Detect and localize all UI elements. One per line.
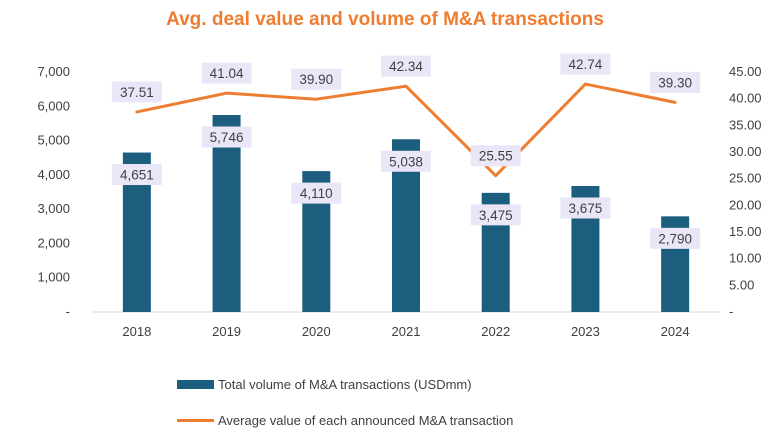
x-tick-label: 2024	[661, 324, 690, 339]
line-data-label: 37.51	[120, 85, 154, 100]
legend-bar-label: Total volume of M&A transactions (USDmm)	[218, 377, 472, 392]
line-data-label: 25.55	[479, 149, 513, 164]
bar	[212, 114, 241, 312]
y-right-tick-label: 5.00	[729, 277, 754, 292]
bar-data-label: 5,746	[210, 130, 244, 145]
y-right-tick-label: 45.00	[729, 64, 762, 79]
line-data-label-bg	[381, 55, 431, 77]
bar-data-label-bg	[381, 150, 431, 172]
legend-item-line: Average value of each announced M&A tran…	[177, 413, 513, 428]
y-right-tick-label: 20.00	[729, 197, 762, 212]
line-data-label-bg	[111, 81, 162, 103]
bar-data-label-bg	[560, 197, 611, 219]
y-left-tick-label: 7,000	[37, 64, 70, 79]
line-data-label-bg	[291, 68, 342, 90]
x-tick-label: 2019	[212, 324, 241, 339]
y-left-tick-label: 2,000	[37, 235, 70, 250]
bar-data-label: 2,790	[658, 231, 692, 246]
line-data-label: 39.30	[658, 75, 692, 90]
y-right-tick-label: 40.00	[729, 91, 762, 106]
line-data-label-bg	[650, 71, 701, 93]
bar-data-label-bg	[650, 227, 701, 249]
x-tick-label: 2022	[481, 324, 510, 339]
line-data-label-bg	[470, 145, 521, 167]
bar-data-label-bg	[201, 126, 252, 148]
y-right-tick-label: 30.00	[729, 144, 762, 159]
bar-data-label: 4,651	[120, 168, 154, 183]
y-left-tick-label: 1,000	[37, 270, 70, 285]
y-left-tick-label: -	[66, 304, 70, 319]
x-tick-label: 2018	[122, 324, 151, 339]
line-data-label-bg	[201, 62, 252, 84]
line-data-label: 42.34	[389, 59, 423, 74]
bar-data-label-bg	[111, 164, 162, 186]
bar-data-label: 3,675	[569, 201, 603, 216]
y-left-tick-label: 4,000	[37, 167, 70, 182]
x-tick-label: 2023	[571, 324, 600, 339]
line-data-label: 42.74	[569, 57, 603, 72]
legend-item-bar: Total volume of M&A transactions (USDmm)	[177, 377, 472, 392]
y-right-tick-label: 25.00	[729, 171, 762, 186]
bar-data-label: 3,475	[479, 208, 513, 223]
legend-line-label: Average value of each announced M&A tran…	[218, 413, 514, 428]
y-right-tick-label: 10.00	[729, 251, 762, 266]
y-left-tick-label: 6,000	[37, 98, 70, 113]
y-left-tick-label: 5,000	[37, 133, 70, 148]
bar-data-label: 4,110	[300, 186, 333, 201]
line-data-label: 39.90	[299, 72, 333, 87]
line-series	[135, 82, 677, 178]
x-tick-label: 2020	[302, 324, 331, 339]
y-right-tick-label: 35.00	[729, 117, 762, 132]
y-right-tick-label: 15.00	[729, 224, 762, 239]
bar-data-label-bg	[470, 204, 521, 226]
bar-data-label-bg	[291, 182, 342, 204]
y-left-tick-label: 3,000	[37, 201, 70, 216]
chart-title: Avg. deal value and volume of M&A transa…	[166, 9, 604, 30]
y-right-tick-label: -	[729, 304, 733, 319]
line-data-label: 41.04	[210, 66, 244, 81]
line-data-label-bg	[560, 53, 611, 75]
legend-line-swatch	[177, 419, 214, 422]
x-tick-label: 2021	[392, 324, 421, 339]
legend-bar-swatch	[177, 380, 214, 389]
bar-data-label: 5,038	[389, 154, 423, 169]
